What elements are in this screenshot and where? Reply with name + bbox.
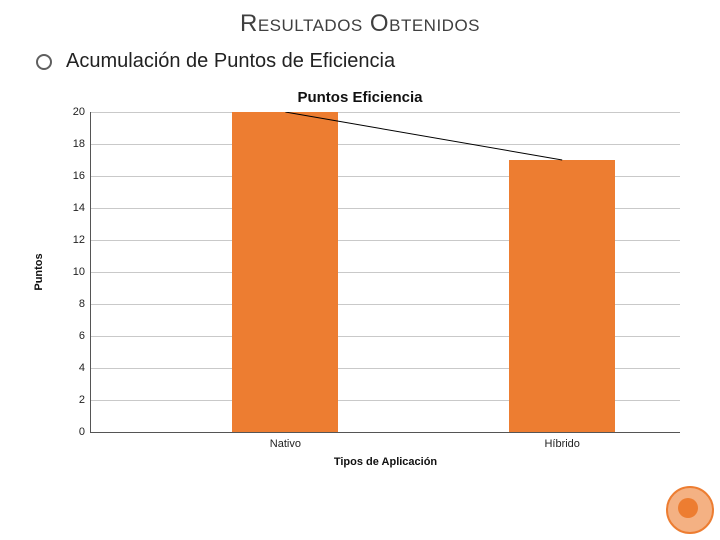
bullet-item: Acumulación de Puntos de Eficiencia: [0, 44, 720, 79]
chart-bar: [509, 160, 615, 432]
x-tick-label: Nativo: [270, 438, 301, 450]
grid-line: [91, 112, 680, 113]
y-tick-label: 0: [61, 426, 85, 438]
slide-title: Resultados Obtenidos: [0, 0, 720, 44]
chart-container: Puntos Eficiencia Puntos Tipos de Aplica…: [30, 89, 690, 489]
y-tick-label: 6: [61, 330, 85, 342]
y-tick-label: 18: [61, 138, 85, 150]
chart-plot-area: Puntos Tipos de Aplicación 0246810121416…: [90, 112, 680, 433]
y-tick-label: 14: [61, 202, 85, 214]
y-tick-label: 8: [61, 298, 85, 310]
y-tick-label: 4: [61, 362, 85, 374]
bullet-text: Acumulación de Puntos de Eficiencia: [66, 50, 395, 73]
y-tick-label: 10: [61, 266, 85, 278]
x-tick-label: Híbrido: [544, 438, 579, 450]
x-axis-title: Tipos de Aplicación: [334, 456, 437, 468]
y-tick-label: 2: [61, 394, 85, 406]
y-axis-title: Puntos: [33, 253, 45, 290]
decorative-circle-icon: [666, 486, 714, 534]
y-tick-label: 12: [61, 234, 85, 246]
chart-title: Puntos Eficiencia: [30, 89, 690, 106]
y-tick-label: 20: [61, 106, 85, 118]
y-tick-label: 16: [61, 170, 85, 182]
bullet-circle-icon: [36, 54, 52, 70]
grid-line: [91, 144, 680, 145]
chart-bar: [232, 112, 338, 432]
